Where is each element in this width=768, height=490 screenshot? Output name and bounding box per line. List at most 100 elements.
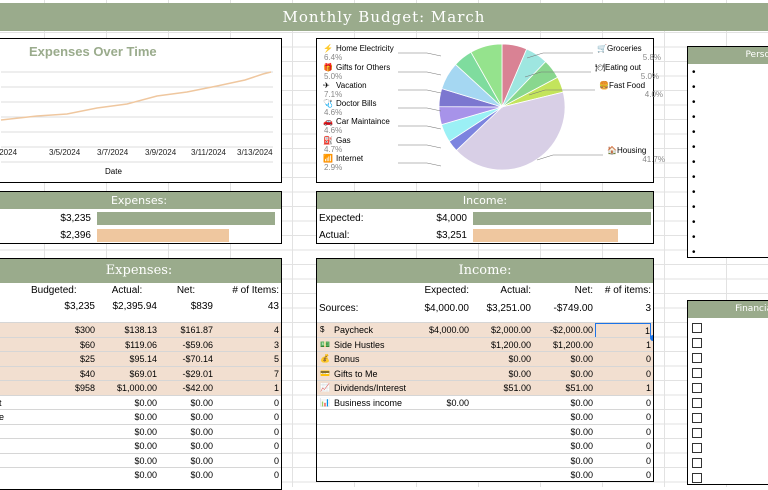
expenses-over-time-chart[interactable]: Expenses Over Time /2024 3/5/2024 3/7/2024…	[0, 38, 282, 183]
cell-b[interactable]: $40	[79, 368, 95, 379]
cell-a[interactable]: $51.00	[503, 383, 531, 393]
cell-b[interactable]	[31, 425, 95, 440]
cell-n[interactable]: $0.00	[570, 368, 593, 379]
cell-i[interactable]: 0	[645, 441, 651, 451]
bullet-item[interactable]: •	[692, 67, 696, 78]
table-row[interactable]: $40 $69.01 -$29.01 7	[0, 365, 281, 380]
financial-panel[interactable]: Financia	[687, 300, 768, 485]
bullet-item[interactable]: •	[692, 112, 696, 123]
table-row[interactable]: $0.00 0	[317, 438, 653, 453]
cell-i[interactable]: 0	[273, 397, 279, 408]
cell-n[interactable]: -$59.06	[182, 339, 213, 350]
bullet-item[interactable]: •	[692, 172, 696, 183]
cell-i[interactable]: 1	[645, 383, 651, 393]
cell-i[interactable]: 0	[645, 397, 651, 408]
checkbox[interactable]	[692, 353, 702, 363]
cell-b[interactable]: $958	[74, 383, 95, 393]
cell-a[interactable]	[471, 468, 531, 481]
cell-a[interactable]: $0.00	[134, 397, 157, 408]
cell-e[interactable]	[407, 338, 469, 353]
cell-e[interactable]: $0.00	[446, 397, 469, 408]
cell-n[interactable]: $0.00	[570, 397, 593, 408]
cell-n[interactable]: $0.00	[190, 397, 213, 408]
cell-i[interactable]: 0	[645, 455, 651, 466]
table-row[interactable]: $0.00 $0.00 0	[0, 452, 281, 468]
cell-a[interactable]: $0.00	[508, 368, 531, 379]
cell-a[interactable]: $0.00	[134, 455, 157, 466]
table-row[interactable]: e $0.00 $0.00 0	[0, 409, 281, 424]
selection-handle[interactable]	[650, 335, 653, 341]
checkbox[interactable]	[692, 338, 702, 348]
cell-i[interactable]: 0	[645, 470, 651, 480]
checkbox[interactable]	[692, 368, 702, 378]
checkbox[interactable]	[692, 473, 702, 483]
cell-i[interactable]: 1	[273, 383, 279, 393]
cell-a[interactable]: $138.13	[124, 325, 157, 335]
cell-n[interactable]: -$42.00	[182, 383, 213, 393]
expenses-table[interactable]: Expenses: Budgeted: Actual: Net: # of Items…	[0, 258, 282, 490]
cell-a[interactable]	[471, 425, 531, 440]
table-row[interactable]: 💰 Bonus $0.00 $0.00 0	[317, 351, 653, 366]
cell-i[interactable]: 0	[273, 412, 279, 422]
checkbox[interactable]	[692, 323, 702, 333]
cell-n[interactable]: $0.00	[190, 426, 213, 437]
cell-a[interactable]: $1,200.00	[490, 339, 531, 350]
table-row[interactable]: $0.00 $0.00 0	[0, 467, 281, 482]
checkbox[interactable]	[692, 458, 702, 468]
bullet-item[interactable]: •	[692, 157, 696, 168]
cell-a[interactable]: $0.00	[134, 470, 157, 480]
cell-b[interactable]	[31, 439, 95, 454]
cell-e[interactable]	[407, 352, 469, 367]
cell-i[interactable]: 0	[645, 354, 651, 364]
cell-n[interactable]: $1,200.00	[552, 339, 593, 350]
cell-n[interactable]: $0.00	[570, 441, 593, 451]
table-row[interactable]: $ Paycheck $4,000.00 $2,000.00 -$2,000.00 1	[317, 322, 653, 338]
table-row[interactable]: $25 $95.14 -$70.14 5	[0, 351, 281, 366]
table-row[interactable]: $0.00 0	[317, 423, 653, 440]
cell-a[interactable]: $0.00	[508, 354, 531, 364]
cell-n[interactable]: -$2,000.00	[549, 325, 593, 335]
cell-i[interactable]: 5	[273, 354, 279, 364]
cell-a[interactable]: $0.00	[134, 412, 157, 422]
cell-b[interactable]	[31, 468, 95, 483]
checkbox[interactable]	[692, 398, 702, 408]
table-row[interactable]: 💵 Side Hustles $1,200.00 $1,200.00 1	[317, 336, 653, 353]
cell-b[interactable]: $60	[79, 339, 95, 350]
table-row[interactable]: t $0.00 $0.00 0	[0, 394, 281, 410]
table-row[interactable]: $60 $119.06 -$59.06 3	[0, 336, 281, 351]
cell-e[interactable]: $4,000.00	[428, 325, 469, 335]
cell-e[interactable]	[407, 454, 469, 469]
table-row[interactable]: $0.00 $0.00 0	[0, 438, 281, 453]
cell-i[interactable]: 0	[645, 412, 651, 422]
bullet-item[interactable]: •	[692, 187, 696, 198]
cell-a[interactable]: $119.06	[125, 339, 157, 350]
cell-i[interactable]: 0	[645, 368, 651, 379]
cell-i[interactable]: 0	[645, 426, 651, 437]
cell-e[interactable]	[407, 439, 469, 454]
cell-b[interactable]: $300	[74, 325, 95, 335]
cell-a[interactable]	[471, 410, 531, 425]
cell-i[interactable]: 0	[273, 455, 279, 466]
bullet-item[interactable]: •	[692, 97, 696, 108]
cell-i[interactable]: 0	[273, 470, 279, 480]
cell-e[interactable]	[407, 425, 469, 440]
cell-n[interactable]: $0.00	[190, 441, 213, 451]
cell-i[interactable]: 4	[273, 325, 279, 335]
cell-n[interactable]: $161.87	[180, 325, 213, 335]
bullet-item[interactable]: •	[692, 232, 696, 243]
cell-i[interactable]: 1	[645, 339, 651, 350]
cell-a[interactable]: $69.01	[129, 368, 157, 379]
table-row[interactable]: $0.00 0	[317, 467, 653, 481]
cell-n[interactable]: $0.00	[570, 470, 593, 480]
cell-n[interactable]: $0.00	[570, 426, 593, 437]
bullet-item[interactable]: •	[692, 217, 696, 228]
personal-panel[interactable]: Perso • • • • • • • • • • • • •	[687, 46, 768, 258]
cell-n[interactable]: $0.00	[570, 455, 593, 466]
cell-b[interactable]	[31, 410, 95, 425]
checkbox[interactable]	[692, 413, 702, 423]
table-row[interactable]: $0.00 $0.00 0	[0, 423, 281, 440]
cell-i[interactable]: 0	[273, 426, 279, 437]
cell-n[interactable]: $0.00	[570, 354, 593, 364]
income-summary[interactable]: Income: Expected: $4,000 Actual: $3,251	[316, 191, 654, 244]
cell-n[interactable]: $51.00	[565, 383, 593, 393]
